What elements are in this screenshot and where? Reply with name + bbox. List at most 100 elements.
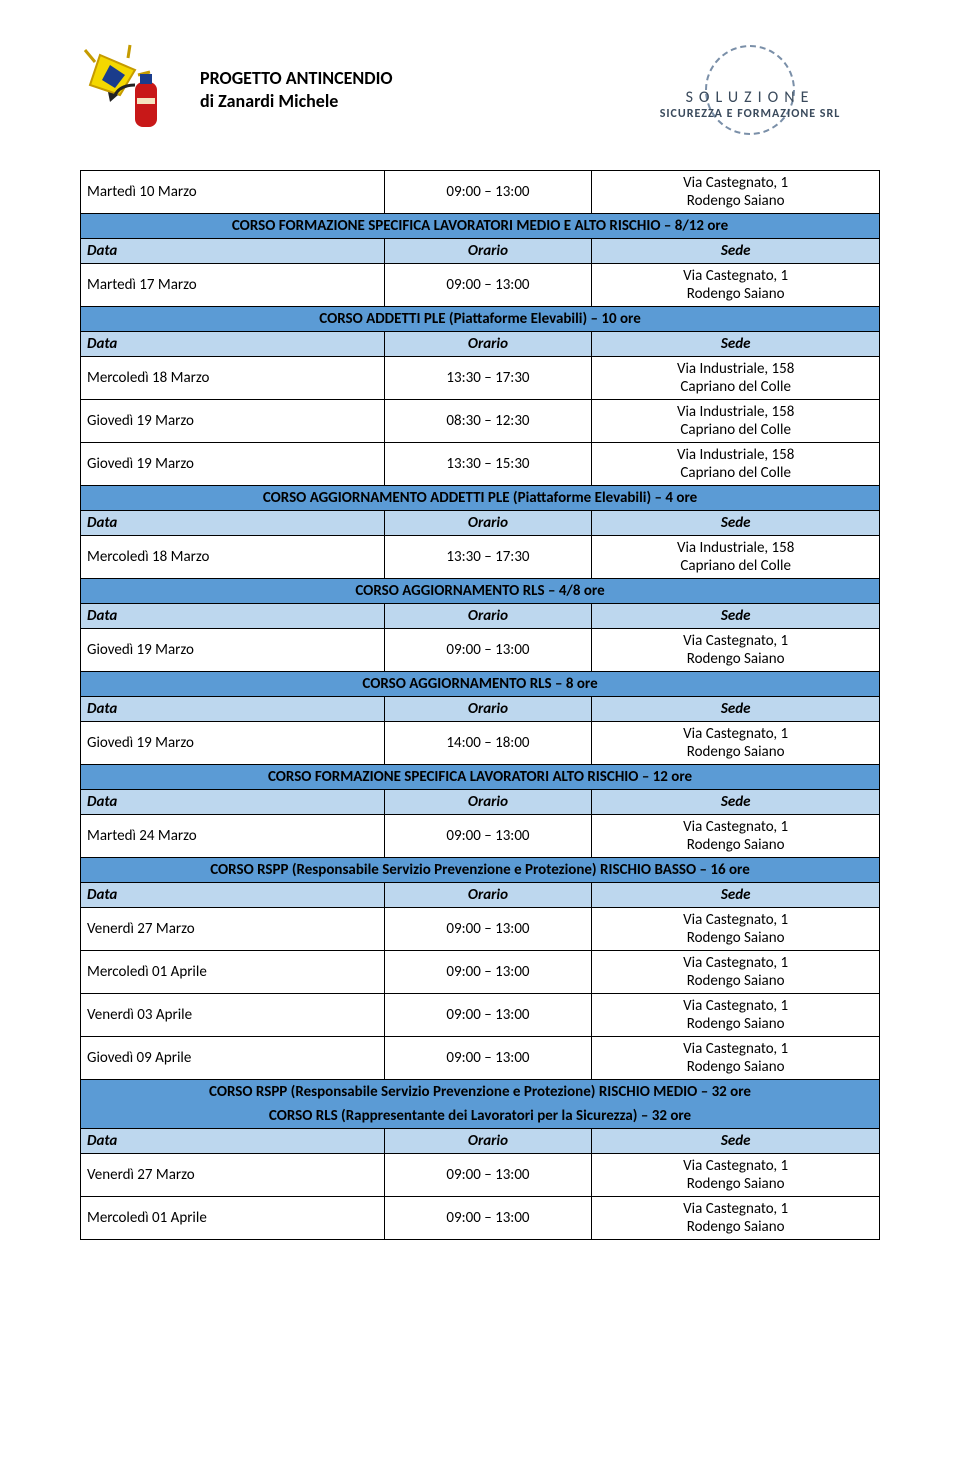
venue-line1: Via Castegnato, 1 <box>683 725 788 743</box>
date-cell: Martedì 24 Marzo <box>81 815 385 858</box>
col-header-data: Data <box>81 1129 385 1154</box>
col-header-data: Data <box>81 511 385 536</box>
time-cell: 09:00 – 13:00 <box>384 951 592 994</box>
col-header-orario: Orario <box>384 790 592 815</box>
date-cell: Giovedì 19 Marzo <box>81 400 385 443</box>
venue-cell: Via Castegnato, 1Rodengo Saiano <box>592 1037 880 1080</box>
venue-cell: Via Castegnato, 1Rodengo Saiano <box>592 722 880 765</box>
date-cell: Venerdì 27 Marzo <box>81 1154 385 1197</box>
company-logo-right: SOLUZIONE SICUREZZA E FORMAZIONE SRL <box>620 40 880 140</box>
header-title-block: PROGETTO ANTINCENDIO di Zanardi Michele <box>200 67 393 114</box>
time-cell: 13:30 – 17:30 <box>384 536 592 579</box>
logo-right-line2: SICUREZZA E FORMAZIONE SRL <box>660 107 841 121</box>
venue-line1: Via Industriale, 158 <box>677 360 794 378</box>
date-cell: Mercoledì 01 Aprile <box>81 951 385 994</box>
section-title: CORSO FORMAZIONE SPECIFICA LAVORATORI ME… <box>81 214 880 239</box>
venue-line2: Rodengo Saiano <box>687 192 785 210</box>
date-cell: Giovedì 09 Aprile <box>81 1037 385 1080</box>
venue-line2: Rodengo Saiano <box>687 836 785 854</box>
venue-line2: Rodengo Saiano <box>687 1058 785 1076</box>
date-cell: Venerdì 27 Marzo <box>81 908 385 951</box>
table-row: Venerdì 27 Marzo 09:00 – 13:00 Via Caste… <box>81 1154 880 1197</box>
date-cell: Mercoledì 01 Aprile <box>81 1197 385 1240</box>
table-row: Giovedì 19 Marzo 09:00 – 13:00 Via Caste… <box>81 629 880 672</box>
venue-cell: Via Industriale, 158Capriano del Colle <box>592 443 880 486</box>
section-subtitle: CORSO RLS (Rappresentante dei Lavoratori… <box>81 1104 880 1129</box>
venue-line1: Via Castegnato, 1 <box>683 818 788 836</box>
venue-line2: Rodengo Saiano <box>687 972 785 990</box>
date-cell: Mercoledì 18 Marzo <box>81 536 385 579</box>
col-header-sede: Sede <box>592 332 880 357</box>
venue-line2: Rodengo Saiano <box>687 1218 785 1236</box>
time-cell: 09:00 – 13:00 <box>384 908 592 951</box>
col-header-sede: Sede <box>592 1129 880 1154</box>
table-row: Mercoledì 01 Aprile 09:00 – 13:00 Via Ca… <box>81 1197 880 1240</box>
col-header-sede: Sede <box>592 604 880 629</box>
date-cell: Venerdì 03 Aprile <box>81 994 385 1037</box>
time-cell: 14:00 – 18:00 <box>384 722 592 765</box>
time-cell: 08:30 – 12:30 <box>384 400 592 443</box>
section-title: CORSO AGGIORNAMENTO RLS – 8 ore <box>81 672 880 697</box>
date-cell: Martedì 10 Marzo <box>81 171 385 214</box>
col-header-orario: Orario <box>384 697 592 722</box>
table-row: Venerdì 03 Aprile 09:00 – 13:00 Via Cast… <box>81 994 880 1037</box>
venue-line2: Capriano del Colle <box>680 421 791 439</box>
time-cell: 09:00 – 13:00 <box>384 264 592 307</box>
venue-line1: Via Castegnato, 1 <box>683 954 788 972</box>
venue-line2: Rodengo Saiano <box>687 285 785 303</box>
table-row: Giovedì 19 Marzo 14:00 – 18:00 Via Caste… <box>81 722 880 765</box>
time-cell: 13:30 – 15:30 <box>384 443 592 486</box>
venue-line2: Rodengo Saiano <box>687 650 785 668</box>
venue-line1: Via Castegnato, 1 <box>683 997 788 1015</box>
venue-cell: Via Castegnato, 1Rodengo Saiano <box>592 994 880 1037</box>
venue-line2: Rodengo Saiano <box>687 1015 785 1033</box>
col-header-data: Data <box>81 790 385 815</box>
venue-line1: Via Castegnato, 1 <box>683 1040 788 1058</box>
col-header-sede: Sede <box>592 511 880 536</box>
col-header-orario: Orario <box>384 332 592 357</box>
section-title: CORSO AGGIORNAMENTO ADDETTI PLE (Piattaf… <box>81 486 880 511</box>
logo-right-line1: SOLUZIONE <box>686 88 815 107</box>
table-row: Mercoledì 18 Marzo 13:30 – 17:30 Via Ind… <box>81 536 880 579</box>
col-header-sede: Sede <box>592 239 880 264</box>
section-title: CORSO FORMAZIONE SPECIFICA LAVORATORI AL… <box>81 765 880 790</box>
table-row: Martedì 17 Marzo 09:00 – 13:00 Via Caste… <box>81 264 880 307</box>
date-cell: Mercoledì 18 Marzo <box>81 357 385 400</box>
table-row: Giovedì 19 Marzo 08:30 – 12:30 Via Indus… <box>81 400 880 443</box>
col-header-sede: Sede <box>592 883 880 908</box>
col-header-data: Data <box>81 604 385 629</box>
venue-line2: Capriano del Colle <box>680 464 791 482</box>
venue-line2: Rodengo Saiano <box>687 743 785 761</box>
col-header-orario: Orario <box>384 604 592 629</box>
col-header-data: Data <box>81 332 385 357</box>
venue-cell: Via Industriale, 158Capriano del Colle <box>592 357 880 400</box>
venue-line1: Via Castegnato, 1 <box>683 911 788 929</box>
schedule-table: Martedì 10 Marzo 09:00 – 13:00 Via Caste… <box>80 170 880 1240</box>
venue-cell: Via Industriale, 158Capriano del Colle <box>592 536 880 579</box>
document-header: PROGETTO ANTINCENDIO di Zanardi Michele … <box>80 40 880 140</box>
date-cell: Giovedì 19 Marzo <box>81 722 385 765</box>
time-cell: 09:00 – 13:00 <box>384 1037 592 1080</box>
venue-cell: Via Castegnato, 1Rodengo Saiano <box>592 171 880 214</box>
time-cell: 09:00 – 13:00 <box>384 629 592 672</box>
venue-cell: Via Castegnato, 1Rodengo Saiano <box>592 908 880 951</box>
time-cell: 09:00 – 13:00 <box>384 1197 592 1240</box>
header-title-1: PROGETTO ANTINCENDIO <box>200 67 393 90</box>
date-cell: Martedì 17 Marzo <box>81 264 385 307</box>
section-title: CORSO RSPP (Responsabile Servizio Preven… <box>81 858 880 883</box>
fire-extinguisher-icon <box>80 40 180 140</box>
time-cell: 09:00 – 13:00 <box>384 171 592 214</box>
venue-line1: Via Castegnato, 1 <box>683 1200 788 1218</box>
table-row: Venerdì 27 Marzo 09:00 – 13:00 Via Caste… <box>81 908 880 951</box>
venue-line1: Via Castegnato, 1 <box>683 174 788 192</box>
venue-cell: Via Castegnato, 1Rodengo Saiano <box>592 1197 880 1240</box>
venue-line2: Rodengo Saiano <box>687 929 785 947</box>
col-header-data: Data <box>81 883 385 908</box>
venue-cell: Via Castegnato, 1Rodengo Saiano <box>592 1154 880 1197</box>
time-cell: 13:30 – 17:30 <box>384 357 592 400</box>
date-cell: Giovedì 19 Marzo <box>81 443 385 486</box>
venue-line2: Capriano del Colle <box>680 378 791 396</box>
date-cell: Giovedì 19 Marzo <box>81 629 385 672</box>
col-header-orario: Orario <box>384 239 592 264</box>
venue-line1: Via Industriale, 158 <box>677 446 794 464</box>
